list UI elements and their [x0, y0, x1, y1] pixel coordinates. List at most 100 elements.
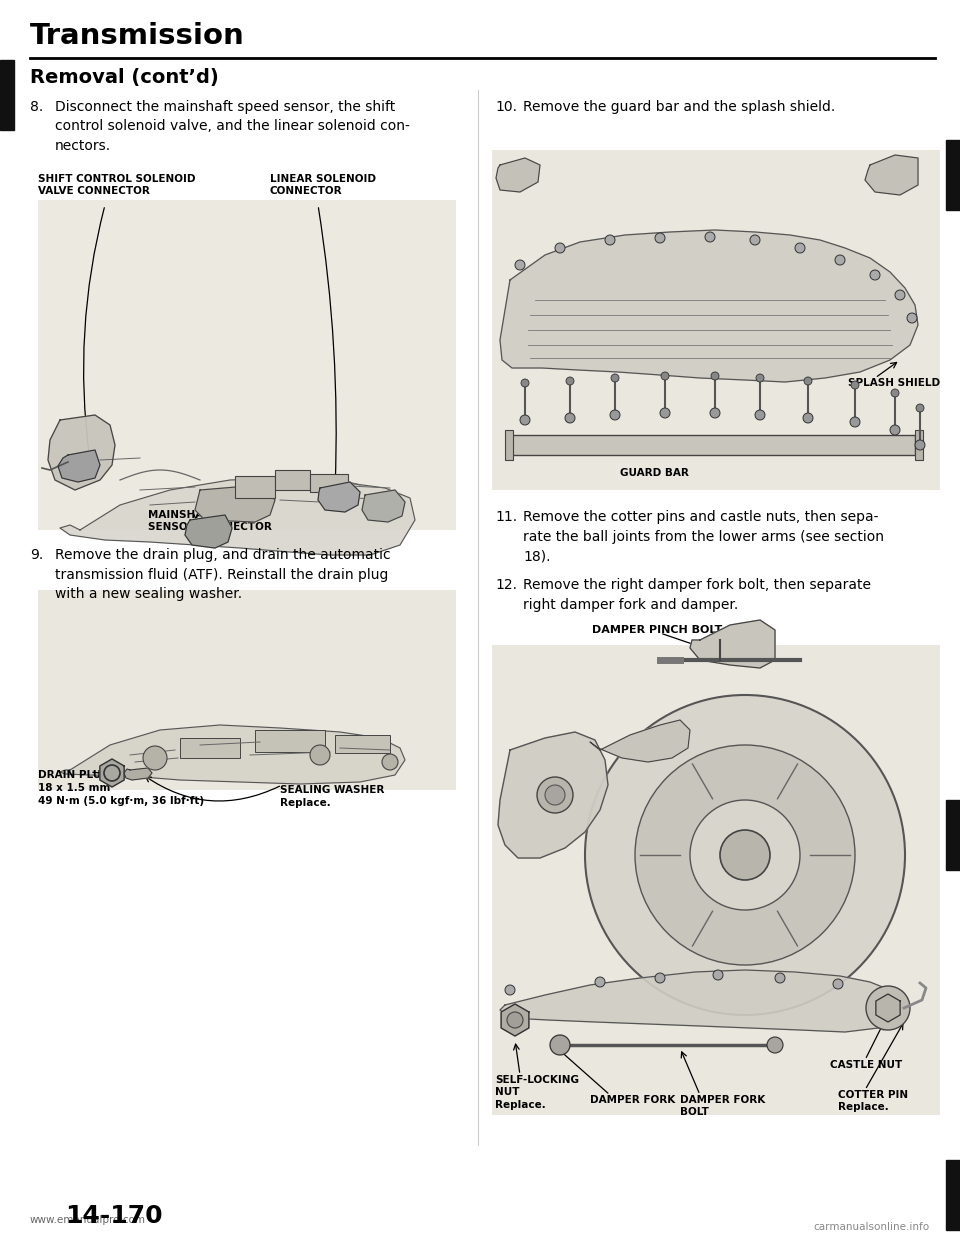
- Circle shape: [755, 410, 765, 420]
- Circle shape: [720, 830, 770, 881]
- Polygon shape: [690, 620, 775, 668]
- Circle shape: [310, 745, 330, 765]
- Polygon shape: [590, 720, 690, 763]
- Circle shape: [660, 409, 670, 419]
- Circle shape: [545, 785, 565, 805]
- Circle shape: [655, 233, 665, 243]
- Text: Disconnect the mainshaft speed sensor, the shift
control solenoid valve, and the: Disconnect the mainshaft speed sensor, t…: [55, 101, 410, 153]
- Circle shape: [507, 1012, 523, 1028]
- Circle shape: [915, 440, 925, 450]
- Text: CASTLE NUT: CASTLE NUT: [830, 1059, 902, 1071]
- Text: LINEAR SOLENOID
CONNECTOR: LINEAR SOLENOID CONNECTOR: [270, 174, 376, 195]
- Polygon shape: [60, 725, 405, 784]
- Circle shape: [833, 979, 843, 989]
- Circle shape: [635, 745, 855, 965]
- Bar: [0, 60, 14, 130]
- Polygon shape: [865, 155, 918, 195]
- Polygon shape: [195, 484, 275, 522]
- Bar: [946, 140, 960, 210]
- Text: SPLASH SHIELD: SPLASH SHIELD: [848, 378, 940, 388]
- Text: Remove the drain plug, and drain the automatic
transmission fluid (ATF). Reinsta: Remove the drain plug, and drain the aut…: [55, 548, 391, 601]
- Circle shape: [803, 414, 813, 424]
- Text: Removal (cont’d): Removal (cont’d): [30, 68, 219, 87]
- Circle shape: [520, 415, 530, 425]
- Circle shape: [705, 232, 715, 242]
- Circle shape: [661, 373, 669, 380]
- Circle shape: [610, 410, 620, 420]
- Circle shape: [907, 313, 917, 323]
- Text: DAMPER FORK: DAMPER FORK: [590, 1095, 675, 1105]
- Text: 10.: 10.: [495, 101, 517, 114]
- Text: 14-170: 14-170: [65, 1203, 162, 1228]
- Circle shape: [605, 235, 615, 245]
- Circle shape: [550, 1035, 570, 1054]
- Polygon shape: [500, 970, 900, 1032]
- Bar: [915, 430, 923, 460]
- Circle shape: [795, 243, 805, 253]
- Bar: [235, 476, 275, 498]
- Bar: [275, 469, 310, 491]
- Circle shape: [611, 374, 619, 383]
- Text: SHIFT CONTROL SOLENOID
VALVE CONNECTOR: SHIFT CONTROL SOLENOID VALVE CONNECTOR: [38, 174, 196, 195]
- Text: MAINSHAFT SPEED
SENSOR CONNECTOR: MAINSHAFT SPEED SENSOR CONNECTOR: [148, 510, 272, 532]
- Circle shape: [891, 389, 899, 397]
- Text: Transmission: Transmission: [30, 22, 245, 50]
- Text: Remove the right damper fork bolt, then separate
right damper fork and damper.: Remove the right damper fork bolt, then …: [523, 578, 871, 611]
- Circle shape: [870, 270, 880, 279]
- Polygon shape: [100, 759, 124, 787]
- Text: 12.: 12.: [495, 578, 517, 592]
- Polygon shape: [501, 1004, 529, 1036]
- Polygon shape: [48, 415, 115, 491]
- Bar: [310, 474, 348, 492]
- Circle shape: [565, 414, 575, 424]
- Text: 11.: 11.: [495, 510, 517, 524]
- Polygon shape: [318, 482, 360, 512]
- Bar: [38, 200, 456, 530]
- Text: carmanualsonline.info: carmanualsonline.info: [814, 1222, 930, 1232]
- Bar: [180, 738, 240, 758]
- Text: COTTER PIN
Replace.: COTTER PIN Replace.: [838, 1090, 908, 1113]
- Text: www.emanualpro.com: www.emanualpro.com: [30, 1215, 146, 1225]
- Circle shape: [710, 409, 720, 419]
- Circle shape: [595, 977, 605, 987]
- Circle shape: [655, 972, 665, 982]
- Text: SEALING WASHER
Replace.: SEALING WASHER Replace.: [280, 785, 384, 809]
- Text: DAMPER PINCH BOLT: DAMPER PINCH BOLT: [592, 625, 722, 635]
- Text: SELF-LOCKING
NUT
Replace.: SELF-LOCKING NUT Replace.: [495, 1076, 579, 1110]
- Bar: [38, 590, 456, 790]
- Polygon shape: [500, 230, 918, 383]
- Polygon shape: [60, 478, 415, 555]
- Circle shape: [750, 235, 760, 245]
- Circle shape: [851, 381, 859, 389]
- Bar: [492, 645, 940, 1115]
- Circle shape: [555, 243, 565, 253]
- Circle shape: [537, 777, 573, 814]
- Polygon shape: [498, 732, 608, 858]
- Circle shape: [566, 378, 574, 385]
- Polygon shape: [496, 158, 540, 193]
- Bar: [946, 800, 960, 869]
- Circle shape: [515, 260, 525, 270]
- Circle shape: [690, 800, 800, 910]
- Circle shape: [585, 696, 905, 1015]
- Polygon shape: [124, 768, 152, 780]
- Polygon shape: [876, 994, 900, 1022]
- Circle shape: [850, 417, 860, 427]
- Text: Remove the cotter pins and castle nuts, then sepa-
rate the ball joints from the: Remove the cotter pins and castle nuts, …: [523, 510, 884, 563]
- Text: GUARD BAR: GUARD BAR: [620, 468, 689, 478]
- Text: 9.: 9.: [30, 548, 43, 561]
- Text: DRAIN PLUG
18 x 1.5 mm
49 N·m (5.0 kgf·m, 36 lbf·ft): DRAIN PLUG 18 x 1.5 mm 49 N·m (5.0 kgf·m…: [38, 770, 204, 806]
- Circle shape: [756, 374, 764, 383]
- Circle shape: [521, 379, 529, 388]
- Bar: [255, 730, 325, 751]
- Circle shape: [505, 985, 515, 995]
- Circle shape: [835, 255, 845, 265]
- Bar: [505, 430, 513, 460]
- Bar: [510, 435, 915, 455]
- Circle shape: [890, 425, 900, 435]
- Circle shape: [382, 754, 398, 770]
- Polygon shape: [362, 491, 405, 522]
- Polygon shape: [58, 450, 100, 482]
- Text: Remove the guard bar and the splash shield.: Remove the guard bar and the splash shie…: [523, 101, 835, 114]
- Circle shape: [143, 746, 167, 770]
